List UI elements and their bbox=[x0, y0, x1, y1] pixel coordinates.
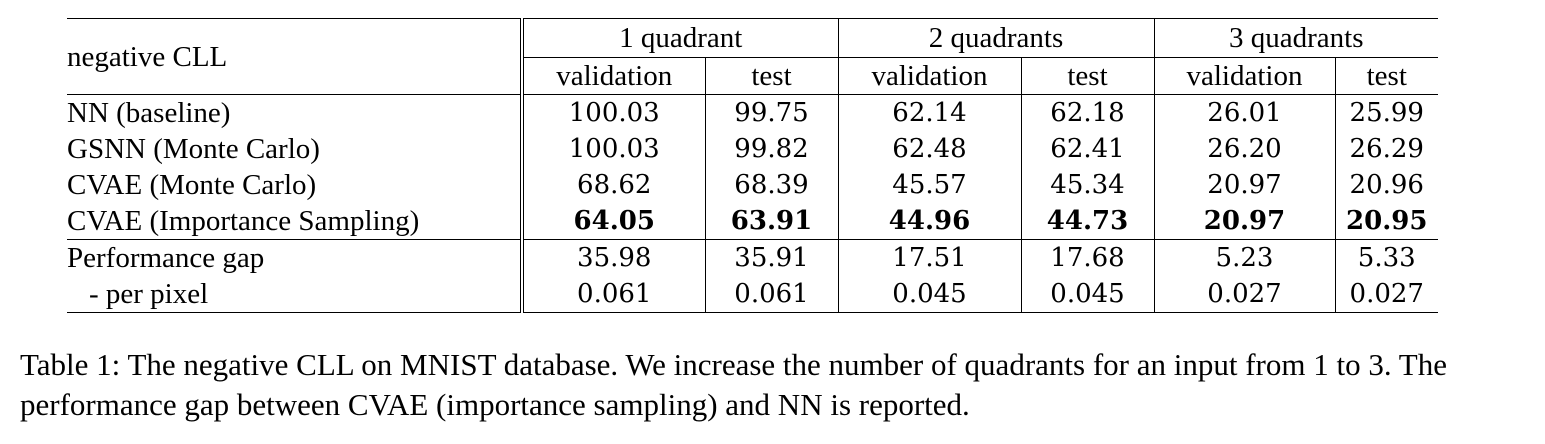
subheader: test bbox=[1020, 57, 1154, 95]
table-cell: 35.91 bbox=[704, 239, 838, 276]
table-row: CVAE (Monte Carlo) 68.62 68.39 45.57 45.… bbox=[67, 167, 1438, 203]
table-cell: 20.97 bbox=[1153, 167, 1335, 203]
subheader: test bbox=[1334, 57, 1438, 95]
row-label: Performance gap bbox=[67, 239, 524, 276]
table-cell: 45.57 bbox=[837, 167, 1021, 203]
table-cell: 68.62 bbox=[577, 170, 652, 200]
group-header-1: 1 quadrant bbox=[522, 18, 838, 58]
table-cell-best: 44.96 bbox=[837, 203, 1021, 240]
table-row-gap-per-pixel: - per pixel 0.061 0.061 0.045 0.045 0.02… bbox=[67, 276, 1438, 313]
row-label: NN (baseline) bbox=[67, 94, 524, 131]
table-cell: 45.34 bbox=[1020, 167, 1154, 203]
table-cell: 100.03 bbox=[568, 134, 660, 164]
table-row: NN (baseline) 100.03 99.75 62.14 62.18 2… bbox=[67, 94, 1438, 131]
subheader: validation bbox=[556, 60, 673, 92]
results-table: negative CLL 1 quadrant 2 quadrants 3 qu… bbox=[67, 18, 1438, 313]
table-row-gap: Performance gap 35.98 35.91 17.51 17.68 … bbox=[67, 239, 1438, 276]
group-header-3: 3 quadrants bbox=[1153, 18, 1438, 58]
table-cell: 68.39 bbox=[704, 167, 838, 203]
table-cell: 17.68 bbox=[1020, 239, 1154, 276]
table-cell: 5.23 bbox=[1153, 239, 1335, 276]
table-cell: 20.96 bbox=[1334, 167, 1438, 203]
table-cell-best: 64.05 bbox=[573, 206, 655, 236]
table-cell: 62.41 bbox=[1020, 131, 1154, 167]
table-cell-best: 20.97 bbox=[1153, 203, 1335, 240]
table-cell: 62.48 bbox=[837, 131, 1021, 167]
row-label: GSNN (Monte Carlo) bbox=[67, 131, 524, 167]
table-cell: 62.14 bbox=[837, 94, 1021, 131]
table-cell: 0.027 bbox=[1153, 276, 1335, 313]
table-row: GSNN (Monte Carlo) 100.03 99.82 62.48 62… bbox=[67, 131, 1438, 167]
table-cell: 0.061 bbox=[522, 276, 705, 313]
group-header-2: 2 quadrants bbox=[837, 18, 1154, 58]
table-cell: 99.82 bbox=[704, 131, 838, 167]
table-cell: 0.061 bbox=[704, 276, 838, 313]
row-label: CVAE (Monte Carlo) bbox=[67, 167, 524, 203]
table-cell: 5.33 bbox=[1334, 239, 1438, 276]
table-cell: 0.045 bbox=[837, 276, 1021, 313]
subheader: test bbox=[704, 57, 838, 95]
table-cell-best: 63.91 bbox=[704, 203, 838, 240]
table-cell: 62.18 bbox=[1020, 94, 1154, 131]
row-label: - per pixel bbox=[67, 276, 524, 313]
table-cell: 99.75 bbox=[704, 94, 838, 131]
table-caption: Table 1: The negative CLL on MNIST datab… bbox=[20, 347, 1447, 422]
table-cell: 25.99 bbox=[1334, 94, 1438, 131]
table-cell: 35.98 bbox=[522, 239, 705, 276]
table-cell: 17.51 bbox=[837, 239, 1021, 276]
table-cell: 26.01 bbox=[1153, 94, 1335, 131]
table-cell: 26.29 bbox=[1334, 131, 1438, 167]
row-label: CVAE (Importance Sampling) bbox=[67, 203, 524, 240]
subheader: validation bbox=[1153, 57, 1335, 95]
table-cell-best: 44.73 bbox=[1020, 203, 1154, 240]
table-cell: 0.027 bbox=[1334, 276, 1438, 313]
table-cell: 100.03 bbox=[522, 94, 705, 131]
table-cell: 0.045 bbox=[1020, 276, 1154, 313]
subheader: validation bbox=[837, 57, 1021, 95]
corner-label: negative CLL bbox=[67, 18, 524, 95]
table-row-best: CVAE (Importance Sampling) 64.05 63.91 4… bbox=[67, 203, 1438, 240]
table-cell-best: 20.95 bbox=[1334, 203, 1438, 240]
table-cell: 26.20 bbox=[1153, 131, 1335, 167]
